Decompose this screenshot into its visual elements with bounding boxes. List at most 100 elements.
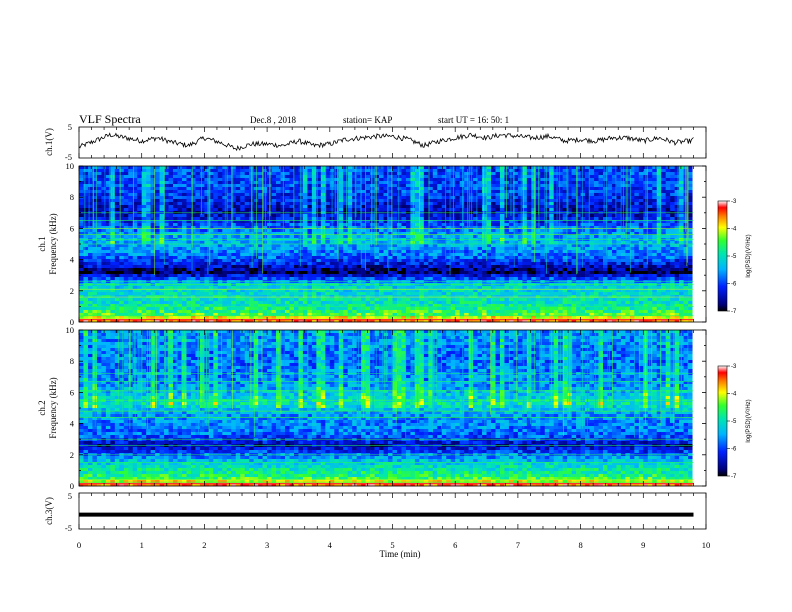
spectrogram-cell bbox=[450, 214, 456, 218]
spectrogram-cell bbox=[110, 193, 116, 197]
spectrogram-cell bbox=[477, 244, 483, 248]
spectrogram-cell bbox=[379, 214, 384, 218]
spectrogram-cell bbox=[173, 286, 178, 290]
spectrogram-cell bbox=[459, 235, 465, 239]
spectrogram-cell bbox=[428, 256, 434, 260]
spectrogram-cell bbox=[423, 298, 429, 302]
spectrogram-cell bbox=[441, 235, 447, 239]
spectrogram-cell bbox=[231, 250, 237, 254]
spectrogram-cell bbox=[491, 217, 496, 221]
spectrogram-cell bbox=[361, 271, 366, 275]
spectrogram-cell bbox=[150, 277, 156, 281]
spectrogram-cell bbox=[419, 298, 425, 302]
spectrogram-cell bbox=[141, 313, 147, 317]
spectrogram-cell bbox=[92, 178, 98, 182]
spectrogram-cell bbox=[128, 223, 134, 227]
spectrogram-cell bbox=[137, 316, 142, 320]
spectrogram-cell bbox=[396, 187, 402, 191]
spectrogram-cell bbox=[293, 316, 299, 320]
spectrogram-cell bbox=[159, 307, 165, 311]
spectrogram-cell bbox=[419, 223, 425, 227]
spectrogram-cell bbox=[101, 268, 107, 272]
ch1-voltage-tick-top: 5 bbox=[68, 122, 72, 132]
spectrogram-cell bbox=[271, 166, 277, 170]
spectrogram-cell bbox=[240, 175, 246, 179]
spectrogram-cell bbox=[146, 181, 151, 185]
spectrogram-cell bbox=[361, 298, 366, 302]
spectrogram-cell bbox=[365, 247, 371, 251]
spectrogram-cell bbox=[119, 292, 125, 296]
spectrogram-cell bbox=[477, 184, 483, 188]
spectrogram-cell bbox=[495, 220, 501, 224]
spectrogram-cell bbox=[423, 313, 429, 317]
spectrogram-cell bbox=[374, 292, 380, 296]
spectrogram-cell bbox=[105, 202, 111, 206]
spectrogram-cell bbox=[190, 253, 196, 257]
spectrogram-cell bbox=[195, 169, 201, 173]
spectrogram-cell bbox=[132, 310, 138, 314]
spectrogram-cell bbox=[258, 319, 263, 323]
spectrogram-cell bbox=[455, 301, 460, 305]
spectrogram-cell bbox=[217, 175, 223, 179]
spectrogram-cell bbox=[419, 253, 425, 257]
spectrogram-cell bbox=[132, 277, 138, 281]
spectrogram-cell bbox=[419, 235, 425, 239]
spectrogram-cell bbox=[289, 250, 295, 254]
spectrogram-cell bbox=[226, 229, 232, 233]
spectrogram-cell bbox=[235, 268, 241, 272]
spectrogram-cell bbox=[123, 316, 129, 320]
spectrogram-cell bbox=[410, 193, 416, 197]
spectrogram-cell bbox=[285, 220, 290, 224]
spectrogram-cell bbox=[173, 244, 178, 248]
spectrogram-cell bbox=[455, 220, 460, 224]
spectrogram-cell bbox=[374, 223, 380, 227]
spectrogram-cell bbox=[361, 316, 366, 320]
spectrogram-cell bbox=[123, 244, 129, 248]
spectrogram-cell bbox=[401, 226, 407, 230]
spectrogram-cell bbox=[464, 250, 469, 254]
spectrogram-cell bbox=[338, 199, 344, 203]
spectrogram-cell bbox=[468, 178, 474, 182]
spectrogram-cell bbox=[410, 187, 416, 191]
spectrogram-cell bbox=[235, 190, 241, 194]
spectrogram-cell bbox=[182, 256, 187, 260]
spectrogram-cell bbox=[343, 232, 349, 236]
spectrogram-cell bbox=[119, 259, 125, 263]
spectrogram-cell bbox=[347, 292, 353, 296]
spectrogram-cell bbox=[343, 262, 349, 266]
spectrogram-cell bbox=[437, 256, 443, 260]
spectrogram-cell bbox=[79, 268, 84, 272]
spectrogram-cell bbox=[249, 274, 254, 278]
spectrogram-cell bbox=[482, 286, 487, 290]
spectrogram-cell bbox=[119, 232, 125, 236]
spectrogram-cell bbox=[87, 190, 93, 194]
spectrogram-cell bbox=[446, 175, 452, 179]
spectrogram-cell bbox=[504, 295, 510, 299]
spectrogram-cell bbox=[182, 262, 187, 266]
spectrogram-cell bbox=[101, 262, 107, 266]
spectrogram-cell bbox=[361, 259, 366, 263]
spectrogram-cell bbox=[396, 208, 402, 212]
spectrogram-cell bbox=[150, 256, 156, 260]
spectrogram-cell bbox=[195, 259, 201, 263]
spectrogram-cell bbox=[159, 166, 165, 170]
spectrogram-cell bbox=[428, 181, 434, 185]
spectrogram-cell bbox=[173, 217, 178, 221]
spectrogram-cell bbox=[186, 208, 192, 212]
spectrogram-cell bbox=[401, 184, 407, 188]
spectrogram-cell bbox=[401, 301, 407, 305]
spectrogram-cell bbox=[446, 316, 452, 320]
spectrogram-cell bbox=[392, 166, 398, 170]
spectrogram-cell bbox=[92, 304, 98, 308]
spectrogram-cell bbox=[141, 253, 147, 257]
spectrogram-cell bbox=[235, 289, 241, 293]
spectrogram-cell bbox=[419, 259, 425, 263]
spectrogram-cell bbox=[195, 223, 201, 227]
spectrogram-cell bbox=[114, 181, 120, 185]
spectrogram-cell bbox=[186, 286, 192, 290]
spectrogram-cell bbox=[150, 190, 156, 194]
spectrogram-cell bbox=[450, 169, 456, 173]
spectrogram-cell bbox=[316, 265, 322, 269]
spectrogram-cell bbox=[486, 295, 492, 299]
spectrogram-cell bbox=[182, 181, 187, 185]
